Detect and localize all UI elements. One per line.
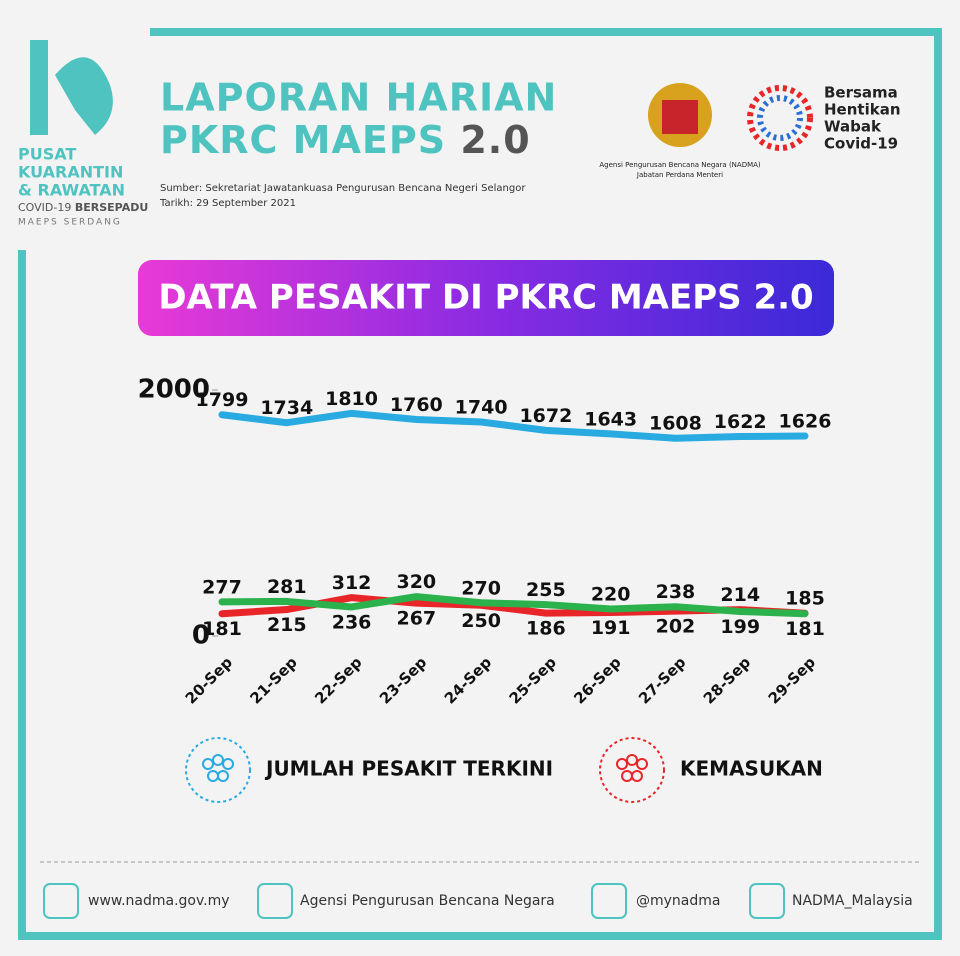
logo-backdrop (0, 0, 150, 250)
data-label: 214 (720, 584, 760, 606)
legend-icon (185, 737, 251, 803)
data-label: 181 (202, 618, 242, 640)
legend: JUMLAH PESAKIT TERKINI KEMASUKAN (185, 737, 823, 803)
date: Tarikh: 29 September 2021 (159, 198, 296, 209)
campaign-text: Wabak (824, 118, 882, 136)
campaign-ring (757, 95, 803, 141)
data-label: 1608 (649, 413, 702, 435)
data-label: 220 (591, 583, 631, 605)
title-line-2: PKRC MAEPS 2.0 (160, 118, 531, 162)
legend-person (222, 758, 234, 770)
data-label: 1672 (519, 405, 572, 427)
y-tick-label: 0 (192, 621, 210, 651)
logo-mark (30, 40, 113, 135)
legend-person (212, 754, 224, 766)
data-label: 181 (785, 618, 825, 640)
campaign-text: Covid-19 (824, 135, 898, 153)
logo-text: KUARANTIN (18, 163, 123, 182)
legend-person (636, 758, 648, 770)
campaign-text: Hentikan (824, 101, 901, 119)
web-icon (43, 883, 79, 919)
logo-sub: COVID-19 BERSEPADU (18, 201, 148, 214)
data-label: 255 (526, 579, 566, 601)
series-line (218, 593, 809, 618)
footer-web: www.nadma.gov.my (88, 893, 230, 909)
data-label: 1734 (260, 397, 313, 419)
logo-text: PUSAT (18, 145, 76, 164)
data-label: 312 (332, 572, 372, 594)
nadma-logo: Agensi Pengurusan Bencana Negara (NADMA)… (599, 83, 761, 179)
data-label: 277 (202, 576, 242, 598)
logo-place: MAEPS SERDANG (18, 218, 122, 228)
legend-person (202, 758, 214, 770)
crest-shield (662, 100, 698, 134)
data-label: 270 (461, 577, 501, 599)
data-label: 281 (267, 576, 307, 598)
footer-twitter: @mynadma (636, 893, 720, 909)
data-label: 199 (720, 616, 760, 638)
nadma-text: Agensi Pengurusan Bencana Negara (NADMA) (599, 161, 761, 169)
legend-person (217, 770, 229, 782)
logo: PUSAT KUARANTIN & RAWATAN COVID-19 BERSE… (18, 40, 148, 228)
chart-title: DATA PESAKIT DI PKRC MAEPS 2.0 (158, 278, 813, 318)
logo-sub: COVID-19 (18, 201, 71, 214)
data-label: 267 (396, 608, 436, 630)
legend-label: KEMASUKAN (680, 757, 823, 781)
y-tick-label: 2000 (138, 375, 210, 405)
data-label: 1760 (390, 394, 443, 416)
frame (18, 28, 942, 940)
campaign-text: Bersama (824, 84, 898, 102)
title-text: PKRC MAEPS (160, 118, 446, 162)
title-version: 2.0 (460, 118, 530, 162)
instagram-icon (749, 883, 785, 919)
data-label: 202 (656, 616, 696, 638)
legend-person (616, 758, 628, 770)
legend-label: JUMLAH PESAKIT TERKINI (264, 757, 553, 781)
data-label: 1643 (584, 408, 637, 430)
data-label: 1799 (196, 389, 249, 411)
data-label: 236 (332, 611, 372, 633)
data-label: 238 (656, 581, 696, 603)
data-label: 320 (396, 571, 436, 593)
data-label: 215 (267, 614, 307, 636)
nadma-text: Jabatan Perdana Menteri (636, 171, 723, 179)
data-label: 250 (461, 610, 501, 632)
legend-icon (599, 737, 665, 803)
legend-person (626, 754, 638, 766)
logo-text: & RAWATAN (18, 181, 125, 200)
source: Sumber: Sekretariat Jawatankuasa Penguru… (160, 183, 526, 194)
logo-sub-bold: BERSEPADU (75, 201, 148, 214)
campaign-ring (747, 85, 813, 151)
data-label: 186 (526, 618, 566, 640)
footer: www.nadma.gov.my Agensi Pengurusan Benca… (43, 883, 913, 919)
data-label: 185 (785, 588, 825, 610)
series-line (218, 409, 809, 442)
title-line-1: LAPORAN HARIAN (160, 76, 557, 120)
data-label: 1626 (779, 411, 832, 433)
banner (138, 260, 834, 336)
campaign-logo: Bersama Hentikan Wabak Covid-19 (747, 84, 901, 153)
twitter-icon (591, 883, 627, 919)
footer-facebook: Agensi Pengurusan Bencana Negara (300, 893, 555, 909)
facebook-icon (257, 883, 293, 919)
footer-instagram: NADMA_Malaysia (792, 893, 913, 909)
data-label: 1740 (455, 396, 508, 418)
data-label: 1810 (325, 388, 378, 410)
data-label: 1622 (714, 411, 767, 433)
legend-person (631, 770, 643, 782)
data-label: 191 (591, 617, 631, 639)
